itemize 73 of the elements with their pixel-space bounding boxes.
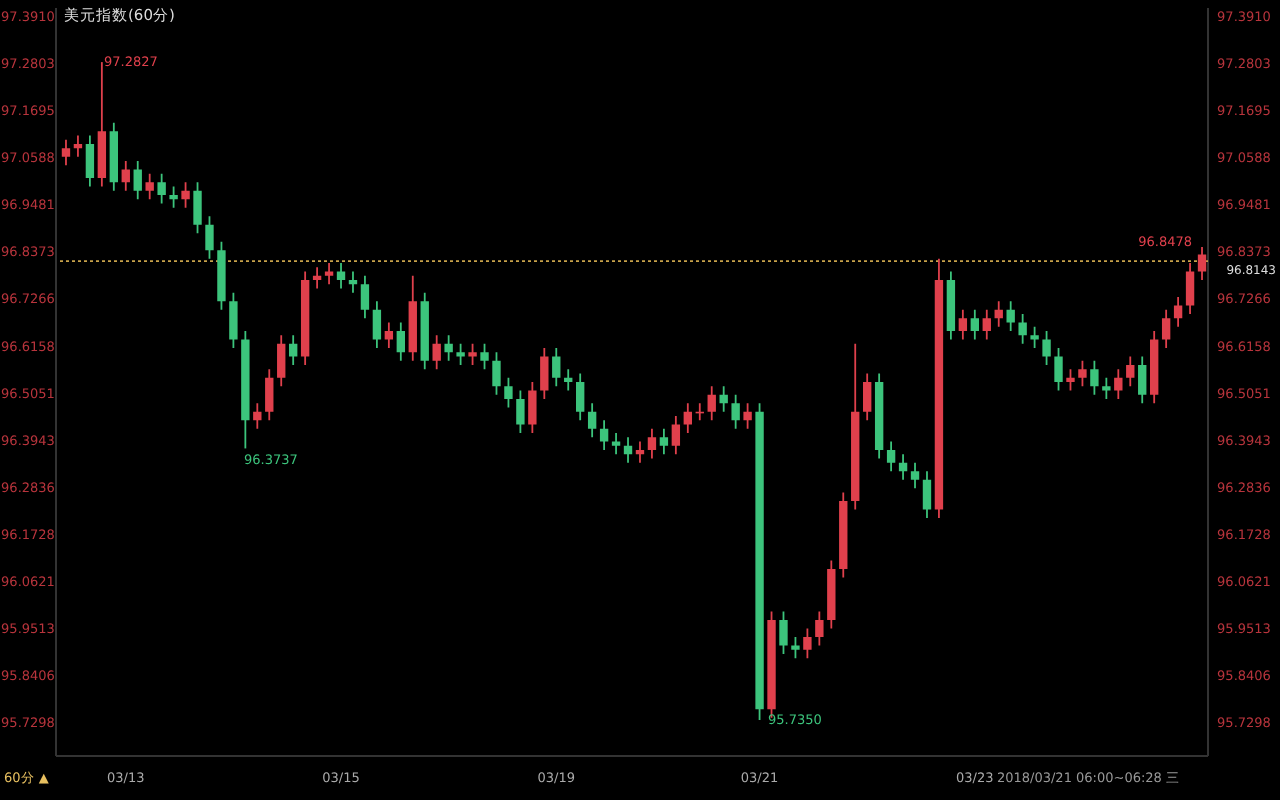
candlestick [456,342,465,366]
candlestick [863,372,872,422]
candlestick [1126,355,1135,388]
candlestick [121,160,130,192]
candlestick [576,372,585,422]
candlestick [1090,359,1099,396]
candlestick [1078,359,1087,388]
candlestick [647,427,657,460]
candlestick [1066,368,1075,392]
candlestick [707,385,716,422]
candlestick [1185,262,1195,315]
candlestick [886,440,896,473]
candlestick [432,334,441,371]
candlestick [659,427,669,456]
candlestick [97,61,107,188]
candlestick [205,215,214,260]
candlestick [145,172,154,201]
candlestick [444,334,453,362]
candlestick [504,376,513,409]
candlestick [265,368,274,422]
candlestick [360,274,370,320]
candlestick [528,381,537,434]
candlestick [516,389,525,434]
candlestick [61,138,71,167]
candlestick [1114,368,1123,400]
candlestick [958,308,968,341]
candlestick [898,453,908,481]
candlestick [982,308,991,341]
candlestick [384,321,394,349]
candlestick [1006,300,1015,332]
candlestick [731,393,740,430]
candlestick [1197,246,1207,281]
candlestick [1042,330,1051,366]
candlestick [133,160,142,201]
candlestick [719,385,728,413]
candlestick [803,627,812,660]
candlestick [1138,355,1147,405]
candlestick [683,402,692,434]
candlestick [85,134,95,188]
candlestick [480,342,489,371]
candlestick [372,300,382,349]
candlestick [743,402,752,430]
candlestick [994,300,1003,328]
candlestick [599,419,609,451]
candlestick [587,402,597,439]
candlestick [492,351,501,396]
candlestick [396,321,405,362]
candlestick [1102,376,1111,400]
candlestick [1054,347,1063,392]
candlestick [468,342,477,366]
candlestick [336,262,346,290]
candlestick [552,347,561,388]
candlestick [910,461,920,490]
candlestick [922,470,932,519]
candlestick [277,334,286,388]
candlestick [815,610,824,647]
candlestick [779,610,788,655]
candlestick [157,172,166,205]
candlestick [253,402,262,430]
candlestick [540,347,549,400]
candlestick [193,181,202,235]
candlestick [1030,325,1039,349]
candlestick [970,308,979,341]
candlestick [289,334,298,366]
candlestick [1161,308,1171,349]
candlestick [229,291,238,349]
candlestick [181,181,190,209]
candlestick [169,185,178,209]
candlestick [1173,296,1183,328]
candlestick [1018,313,1027,345]
candlestick [623,436,633,464]
candlestick [791,636,800,660]
candlestick [671,415,681,456]
